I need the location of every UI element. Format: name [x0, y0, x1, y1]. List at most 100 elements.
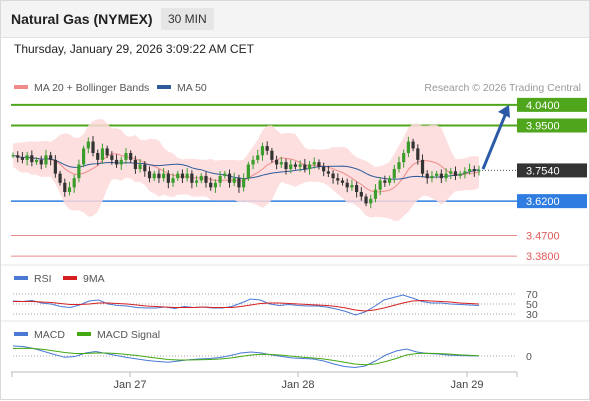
target-level-label: 3.3800 [526, 251, 560, 263]
candle-body [260, 146, 265, 156]
candle-body [86, 141, 90, 149]
macd-plot: 0 [12, 345, 532, 369]
x-tick-label: Jan 28 [281, 379, 314, 391]
candle-body [129, 153, 133, 160]
timeframe-button[interactable]: 30 MIN [161, 8, 214, 30]
candle-body [345, 182, 349, 188]
candle-body [11, 155, 15, 157]
candle-body [157, 173, 161, 179]
candle-body [378, 180, 382, 190]
legend-swatch-macd-signal [77, 332, 91, 336]
candle-body [406, 141, 410, 153]
candle-body [119, 159, 123, 165]
candle-body [369, 198, 373, 204]
candle-body [435, 173, 439, 176]
price-level-labels: 4.0400 3.9500 3.7540 3.6200 3.4700 3.3800 [517, 97, 587, 263]
candle-body [449, 171, 453, 174]
candle-body [63, 182, 67, 192]
rsi-tick-label: 70 [526, 289, 538, 301]
candle-body [373, 189, 378, 199]
current-level-label: 3.7540 [526, 165, 560, 177]
instrument-title: Natural Gas (NYMEX) [11, 11, 153, 27]
candle-body [284, 162, 288, 170]
candle-body [298, 164, 302, 167]
chart-header: Natural Gas (NYMEX) 30 MIN [1, 1, 589, 38]
candle-body [420, 159, 425, 174]
candle-body [176, 173, 180, 179]
macd-legend: MACD MACD Signal [14, 329, 160, 341]
rsi-legend: RSI 9MA [14, 273, 105, 285]
candle-body [162, 173, 166, 179]
candle-body [383, 180, 387, 183]
legend-label-rsi: RSI [34, 273, 52, 285]
macd-tick-label: 0 [526, 351, 532, 363]
candle-body [72, 178, 76, 188]
macd-line [12, 345, 480, 369]
forecast-arrow [481, 104, 510, 170]
candle-body [25, 155, 29, 160]
candle-body [274, 159, 279, 165]
candle-body [270, 150, 274, 160]
resistance-level-label: 4.0400 [526, 100, 560, 112]
legend-swatch-ma20 [14, 85, 28, 89]
candle-body [58, 173, 62, 183]
x-tick-label: Jan 29 [450, 379, 483, 391]
macd-signal-line [12, 347, 480, 366]
candle-body [322, 166, 326, 172]
support-level-tag [517, 194, 587, 209]
candle-body [105, 148, 109, 156]
candle-body [472, 169, 476, 172]
candle-body [199, 175, 203, 181]
chart-datetime: Thursday, January 29, 2026 3:09:22 AM CE… [14, 42, 254, 56]
legend-label-macd: MACD [34, 329, 65, 341]
candle-body [44, 155, 48, 165]
rsi-tick-label: 50 [526, 299, 538, 311]
rsi-tick-label: 30 [526, 309, 538, 321]
candle-body [67, 187, 72, 192]
candle-body [392, 169, 396, 179]
candle-body [289, 164, 293, 170]
candle-body [317, 162, 321, 167]
legend-label-9ma: 9MA [83, 273, 105, 285]
candle-body [232, 178, 236, 183]
candle-body [147, 171, 152, 179]
candle-body [133, 159, 137, 170]
candle-body [124, 153, 128, 160]
candle-body [53, 159, 57, 174]
ma50-line [12, 154, 480, 180]
candle-body [34, 159, 39, 163]
bollinger-band-area [13, 119, 479, 221]
candle-body [397, 162, 401, 170]
candle-body [402, 153, 406, 163]
candle-body [237, 178, 241, 188]
candle-body [190, 173, 194, 183]
x-axis: Jan 27 Jan 28 Jan 29 [11, 372, 518, 391]
candle-body [355, 185, 359, 192]
candle-body [110, 155, 114, 160]
candlesticks [11, 136, 481, 209]
candle-body [114, 159, 119, 165]
candle-body [166, 173, 170, 183]
candle-body [312, 162, 316, 165]
credit-text: Research © 2026 Trading Central [424, 82, 581, 94]
legend-swatch-ma50 [157, 85, 171, 89]
candle-body [350, 185, 354, 188]
candle-body [171, 178, 175, 183]
candle-body [30, 155, 34, 163]
candle-body [143, 164, 147, 172]
candle-body [77, 164, 81, 179]
candle-body [91, 141, 95, 153]
candle-body [96, 153, 100, 160]
candle-body [453, 171, 458, 176]
candle-body [209, 182, 213, 188]
candle-body [39, 159, 43, 165]
legend-swatch-9ma [63, 276, 77, 280]
support-level-label: 3.6200 [526, 196, 560, 208]
candle-body [364, 196, 368, 204]
candle-body [180, 173, 185, 179]
x-tick-label: Jan 27 [113, 379, 146, 391]
candle-body [340, 180, 345, 183]
candle-body [251, 159, 255, 165]
